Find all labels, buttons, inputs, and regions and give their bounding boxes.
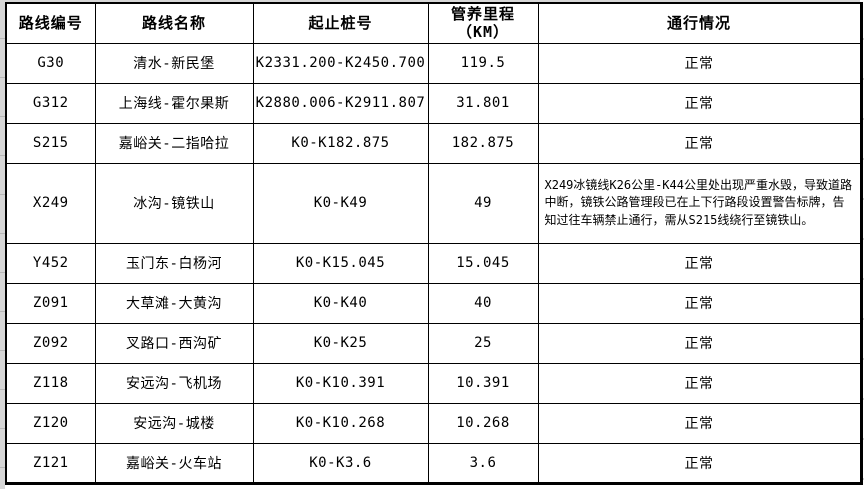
table-row-s215: S215 嘉峪关-二指哈拉 K0-K182.875 182.875 正常 <box>5 122 862 164</box>
cell-stake-range[interactable]: K0-K10.268 <box>252 402 429 444</box>
cell-stake-range[interactable]: K2880.006-K2911.807 <box>252 82 429 124</box>
cell-mileage[interactable]: 10.391 <box>427 362 539 404</box>
cell-mileage[interactable]: 119.5 <box>427 42 539 84</box>
cell-route-name[interactable]: 嘉峪关-二指哈拉 <box>94 122 254 164</box>
header-traffic-status[interactable]: 通行情况 <box>537 2 862 44</box>
cell-status[interactable]: 正常 <box>537 242 862 284</box>
cell-status[interactable]: 正常 <box>537 82 862 124</box>
cell-status[interactable]: 正常 <box>537 402 862 444</box>
header-route-code[interactable]: 路线编号 <box>5 2 96 44</box>
table-header-row: 路线编号 路线名称 起止桩号 管养里程 （KM） 通行情况 <box>5 2 862 44</box>
cell-route-code[interactable]: X249 <box>5 162 96 244</box>
cell-mileage[interactable]: 25 <box>427 322 539 364</box>
cell-route-code[interactable]: Z121 <box>5 442 96 484</box>
cell-route-name[interactable]: 上海线-霍尔果斯 <box>94 82 254 124</box>
header-mileage[interactable]: 管养里程 （KM） <box>427 2 539 44</box>
cell-mileage[interactable]: 15.045 <box>427 242 539 284</box>
cell-status[interactable]: 正常 <box>537 322 862 364</box>
cell-route-name[interactable]: 叉路口-西沟矿 <box>94 322 254 364</box>
cell-route-code[interactable]: Y452 <box>5 242 96 284</box>
cell-status[interactable]: 正常 <box>537 282 862 324</box>
table-row-z118: Z118 安远沟-飞机场 K0-K10.391 10.391 正常 <box>5 362 862 404</box>
table-row-x249: X249 冰沟-镜铁山 K0-K49 49 X249冰镜线K26公里-K44公里… <box>5 162 862 244</box>
cell-route-code[interactable]: G312 <box>5 82 96 124</box>
cell-stake-range[interactable]: K0-K10.391 <box>252 362 429 404</box>
cell-mileage[interactable]: 182.875 <box>427 122 539 164</box>
sheet-margin-top <box>0 0 864 2</box>
cell-route-name[interactable]: 安远沟-城楼 <box>94 402 254 444</box>
cell-stake-range[interactable]: K0-K25 <box>252 322 429 364</box>
cell-route-code[interactable]: Z092 <box>5 322 96 364</box>
cell-status-remark[interactable]: X249冰镜线K26公里-K44公里处出现严重水毁，导致道路中断，镜铁公路管理段… <box>537 162 862 244</box>
cell-route-code[interactable]: Z091 <box>5 282 96 324</box>
cell-route-name[interactable]: 嘉峪关-火车站 <box>94 442 254 484</box>
cell-stake-range[interactable]: K0-K15.045 <box>252 242 429 284</box>
cell-stake-range[interactable]: K0-K3.6 <box>252 442 429 484</box>
road-maintenance-table: 路线编号 路线名称 起止桩号 管养里程 （KM） 通行情况 G30 清水-新民堡… <box>5 2 863 485</box>
cell-stake-range[interactable]: K0-K49 <box>252 162 429 244</box>
cell-route-code[interactable]: G30 <box>5 42 96 84</box>
cell-route-name[interactable]: 冰沟-镜铁山 <box>94 162 254 244</box>
header-route-name[interactable]: 路线名称 <box>94 2 254 44</box>
table-row-z092: Z092 叉路口-西沟矿 K0-K25 25 正常 <box>5 322 862 364</box>
table-row-z121: Z121 嘉峪关-火车站 K0-K3.6 3.6 正常 <box>5 442 862 484</box>
table-row-g30: G30 清水-新民堡 K2331.200-K2450.700 119.5 正常 <box>5 42 862 84</box>
table-row-z091: Z091 大草滩-大黄沟 K0-K40 40 正常 <box>5 282 862 324</box>
sheet-margin-left <box>0 0 5 489</box>
cell-mileage[interactable]: 10.268 <box>427 402 539 444</box>
table-row-g312: G312 上海线-霍尔果斯 K2880.006-K2911.807 31.801… <box>5 82 862 124</box>
cell-status[interactable]: 正常 <box>537 442 862 484</box>
cell-stake-range[interactable]: K0-K40 <box>252 282 429 324</box>
cell-mileage[interactable]: 40 <box>427 282 539 324</box>
cell-stake-range[interactable]: K0-K182.875 <box>252 122 429 164</box>
cell-mileage[interactable]: 49 <box>427 162 539 244</box>
cell-stake-range[interactable]: K2331.200-K2450.700 <box>252 42 429 84</box>
cell-route-code[interactable]: Z118 <box>5 362 96 404</box>
cell-route-name[interactable]: 玉门东-白杨河 <box>94 242 254 284</box>
cell-route-code[interactable]: Z120 <box>5 402 96 444</box>
table-row-y452: Y452 玉门东-白杨河 K0-K15.045 15.045 正常 <box>5 242 862 284</box>
cell-status[interactable]: 正常 <box>537 42 862 84</box>
cell-status[interactable]: 正常 <box>537 362 862 404</box>
cell-status[interactable]: 正常 <box>537 122 862 164</box>
header-stake-range[interactable]: 起止桩号 <box>252 2 429 44</box>
cell-route-name[interactable]: 清水-新民堡 <box>94 42 254 84</box>
cell-route-name[interactable]: 安远沟-飞机场 <box>94 362 254 404</box>
cell-route-name[interactable]: 大草滩-大黄沟 <box>94 282 254 324</box>
cell-mileage[interactable]: 3.6 <box>427 442 539 484</box>
table-row-z120: Z120 安远沟-城楼 K0-K10.268 10.268 正常 <box>5 402 862 444</box>
cell-mileage[interactable]: 31.801 <box>427 82 539 124</box>
cell-route-code[interactable]: S215 <box>5 122 96 164</box>
